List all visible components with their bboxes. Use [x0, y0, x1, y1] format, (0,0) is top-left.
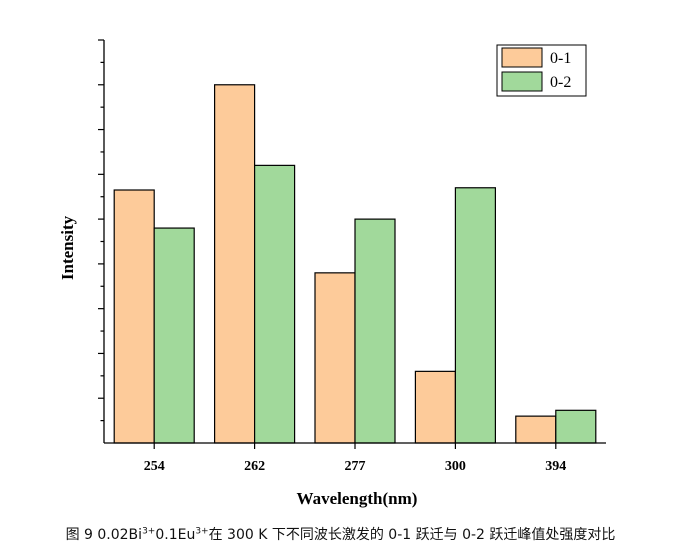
legend-label-0-2: 0-2 [550, 74, 571, 91]
legend-swatch-0-1 [501, 47, 543, 68]
legend-label-0-1: 0-1 [550, 50, 571, 67]
bar-0-2-277 [354, 218, 396, 444]
x-tick-label: 277 [345, 459, 366, 474]
bars-group [113, 84, 597, 444]
x-tick-label: 262 [244, 459, 265, 474]
caption-sup-1: 3+ [142, 526, 156, 537]
bar-0-1-394 [515, 415, 557, 444]
bar-0-2-262 [254, 164, 296, 444]
x-tick-label: 394 [545, 459, 566, 474]
y-axis-label: Intensity [58, 215, 77, 280]
bar-0-1-262 [214, 84, 256, 444]
bar-chart: 254 262 277 300 394 Wavelength(nm) Intensity… [58, 39, 606, 508]
x-tick-label: 300 [445, 459, 466, 474]
caption-suffix: 在 300 K 下不同波长激发的 0-1 跃迁与 0-2 跃迁峰值处强度对比 [208, 527, 616, 543]
bar-0-1-277 [314, 272, 356, 444]
x-axis-label: Wavelength(nm) [297, 489, 418, 508]
legend-swatch-0-2 [501, 71, 543, 92]
bar-0-2-394 [555, 409, 597, 444]
bar-0-2-254 [153, 227, 195, 444]
caption-middle: 0.1Eu [155, 527, 196, 543]
axes-group [98, 39, 606, 449]
legend: 0-10-2 [496, 44, 587, 97]
bar-0-2-300 [454, 187, 496, 444]
caption-sup-2: 3+ [195, 526, 209, 537]
caption-prefix: 图 9 0.02Bi [65, 527, 143, 543]
x-tick-labels: 254 262 277 300 394 [144, 459, 567, 474]
figure-caption: 图 9 0.02Bi3+0.1Eu3+在 300 K 下不同波长激发的 0-1 … [0, 524, 681, 544]
x-tick-label: 254 [144, 459, 165, 474]
bar-0-1-300 [414, 370, 456, 444]
bar-0-1-254 [113, 189, 155, 444]
